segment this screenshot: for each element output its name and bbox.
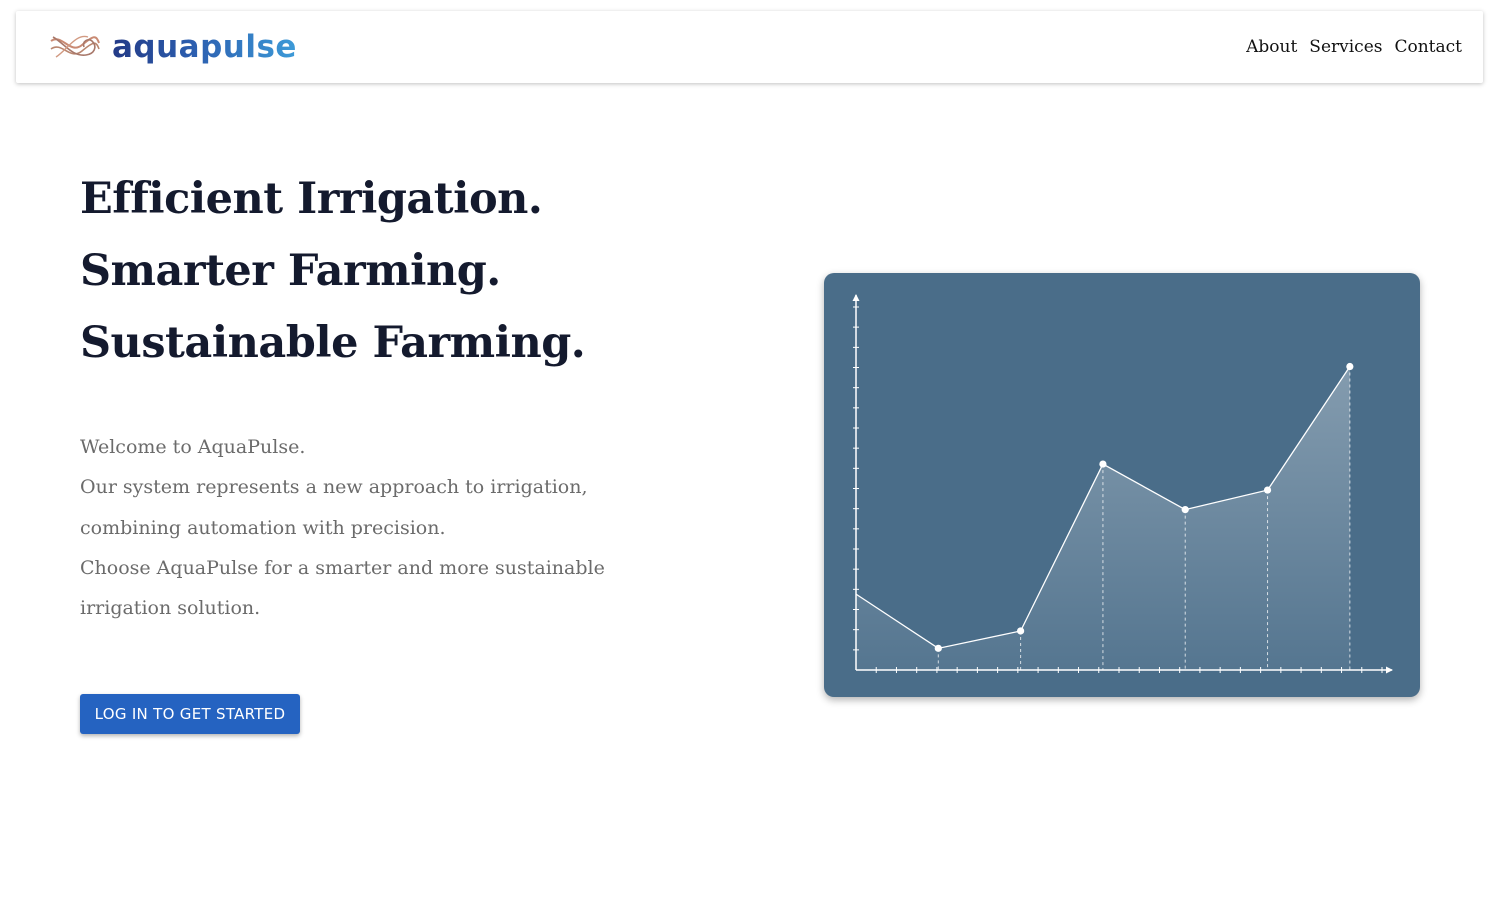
nav-link-about[interactable]: About — [1246, 37, 1298, 57]
chart-data-point — [1263, 486, 1272, 494]
line-chart — [852, 294, 1393, 674]
chart-data-point — [1017, 627, 1025, 635]
main-nav: About Services Contact — [1246, 11, 1462, 83]
brand-logo-link[interactable]: aquapulse — [48, 25, 297, 69]
wave-logo-icon — [50, 35, 100, 58]
chart-y-axis-arrow — [852, 294, 860, 301]
chart-data-point — [1181, 505, 1189, 514]
hero-body-paragraph: Our system represents a new approach to … — [80, 476, 588, 539]
nav-link-contact[interactable]: Contact — [1394, 37, 1462, 57]
login-cta-button[interactable]: LOG IN TO GET STARTED — [80, 694, 300, 734]
chart-data-point — [1099, 460, 1107, 468]
hero-title-line: Sustainable Farming. — [80, 318, 586, 368]
hero-title-line: Smarter Farming. — [80, 246, 501, 296]
brand-name: aquapulse — [112, 25, 297, 69]
chart-data-point — [934, 644, 942, 652]
chart-data-point — [1346, 362, 1354, 371]
hero-description: Welcome to AquaPulse. Our system represe… — [80, 427, 690, 628]
hero-title: Efficient Irrigation. Smarter Farming. S… — [80, 163, 586, 379]
hero-intro: Welcome to AquaPulse. — [80, 436, 306, 458]
nav-link-services[interactable]: Services — [1309, 37, 1383, 57]
chart-card — [824, 273, 1420, 697]
chart-droplines — [937, 366, 1351, 670]
chart-x-axis-arrow — [1386, 666, 1393, 674]
top-navbar: aquapulse About Services Contact — [16, 11, 1483, 83]
chart-points — [934, 362, 1354, 652]
hero-body-paragraph: Choose AquaPulse for a smarter and more … — [80, 556, 605, 620]
hero-title-line: Efficient Irrigation. — [80, 174, 543, 224]
chart-axes — [852, 294, 1393, 674]
